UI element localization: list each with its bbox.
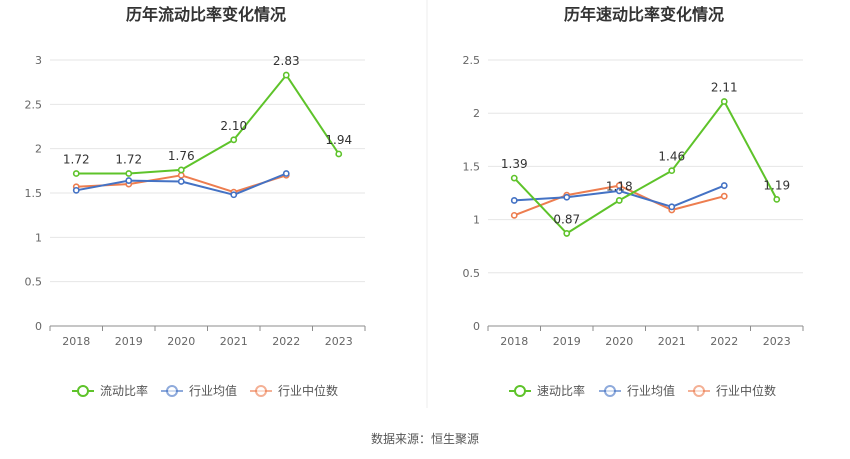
x-tick-label: 2018 xyxy=(500,335,528,348)
y-tick-label: 2 xyxy=(473,107,480,120)
data-label: 1.76 xyxy=(168,149,195,163)
legend-item[interactable]: 行业中位数 xyxy=(688,383,776,398)
data-point xyxy=(177,171,185,179)
x-tick-label: 2023 xyxy=(763,335,791,348)
series-line xyxy=(76,74,340,175)
data-point xyxy=(177,166,185,174)
y-tick-label: 0 xyxy=(35,320,42,333)
legend-marker xyxy=(255,385,267,397)
legend-item[interactable]: 行业均值 xyxy=(599,383,675,398)
legend-label: 行业中位数 xyxy=(716,383,776,398)
x-tick-label: 2023 xyxy=(325,335,353,348)
data-point xyxy=(720,98,728,105)
data-label: 2.11 xyxy=(711,80,738,94)
series-line xyxy=(513,100,778,235)
data-label: 1.19 xyxy=(763,178,790,192)
data-point xyxy=(72,170,80,177)
chart-title: 历年流动比率变化情况 xyxy=(126,5,286,24)
data-label: 1.18 xyxy=(606,179,633,193)
x-tick-label: 2022 xyxy=(710,335,738,348)
data-point xyxy=(335,150,343,158)
y-tick-label: 2 xyxy=(35,143,42,156)
data-point xyxy=(720,182,728,189)
data-point xyxy=(668,203,676,211)
data-point xyxy=(282,170,290,177)
data-point xyxy=(177,178,185,185)
y-tick-label: 1.5 xyxy=(25,187,43,200)
data-point xyxy=(615,187,623,195)
y-tick-label: 2.5 xyxy=(25,98,43,111)
x-tick-label: 2020 xyxy=(605,335,633,348)
data-point xyxy=(563,230,571,237)
y-tick-label: 0.5 xyxy=(463,267,481,280)
quick-ratio-chart: 历年速动比率变化情况 0 0.5 1 1.5 2 2.5 2018 2019 2020 2021 2… xyxy=(463,5,804,398)
data-point xyxy=(125,177,133,184)
x-tick-label: 2020 xyxy=(167,335,195,348)
legend-marker xyxy=(166,385,178,397)
data-point xyxy=(773,195,781,203)
y-tick-label: 3 xyxy=(35,54,42,67)
legend-marker xyxy=(77,385,89,397)
data-label: 0.87 xyxy=(553,212,580,226)
legend-item[interactable]: 速动比率 xyxy=(509,383,585,398)
y-tick-label: 1 xyxy=(35,231,42,244)
data-label: 1.72 xyxy=(63,152,90,166)
data-point xyxy=(668,167,676,175)
data-label: 2.10 xyxy=(220,119,247,133)
data-point xyxy=(230,191,238,199)
data-point xyxy=(720,192,728,200)
legend-item[interactable]: 流动比率 xyxy=(72,383,148,398)
data-label: 2.83 xyxy=(273,54,300,68)
chart-title: 历年速动比率变化情况 xyxy=(564,5,724,24)
data-point xyxy=(510,211,518,219)
legend-label: 速动比率 xyxy=(537,383,585,398)
data-point xyxy=(282,71,290,79)
data-point xyxy=(125,170,133,177)
x-tick-label: 2019 xyxy=(115,335,143,348)
y-tick-label: 2.5 xyxy=(463,54,481,67)
legend-label: 行业均值 xyxy=(189,383,237,398)
data-label: 1.94 xyxy=(325,133,352,147)
x-tick-label: 2018 xyxy=(62,335,90,348)
source-note: 数据来源：恒生聚源 xyxy=(371,431,479,446)
x-tick-label: 2019 xyxy=(553,335,581,348)
data-point xyxy=(72,186,80,194)
data-label: 1.46 xyxy=(658,150,685,164)
x-tick-label: 2021 xyxy=(220,335,248,348)
legend-marker xyxy=(514,385,526,397)
data-label: 1.39 xyxy=(501,157,528,171)
legend-item[interactable]: 行业中位数 xyxy=(250,383,338,398)
data-point xyxy=(230,136,238,144)
legend-label: 行业均值 xyxy=(627,383,675,398)
x-tick-label: 2022 xyxy=(272,335,300,348)
data-point xyxy=(510,197,518,204)
legend-label: 流动比率 xyxy=(100,383,148,398)
legend-item[interactable]: 行业均值 xyxy=(161,383,237,398)
x-tick-label: 2021 xyxy=(658,335,686,348)
legend-label: 行业中位数 xyxy=(278,383,338,398)
y-tick-label: 0 xyxy=(473,320,480,333)
y-tick-label: 1.5 xyxy=(463,160,481,173)
y-tick-label: 0.5 xyxy=(25,276,43,289)
data-point xyxy=(563,193,571,201)
y-tick-label: 1 xyxy=(473,214,480,227)
legend-marker xyxy=(693,385,705,397)
current-ratio-chart: 历年流动比率变化情况 0 0.5 1 1.5 2 2.5 3 2018 2019 2020 2021… xyxy=(25,5,366,398)
legend-marker xyxy=(604,385,616,397)
data-label: 1.72 xyxy=(115,152,142,166)
data-point xyxy=(615,197,623,204)
data-point xyxy=(510,174,518,182)
